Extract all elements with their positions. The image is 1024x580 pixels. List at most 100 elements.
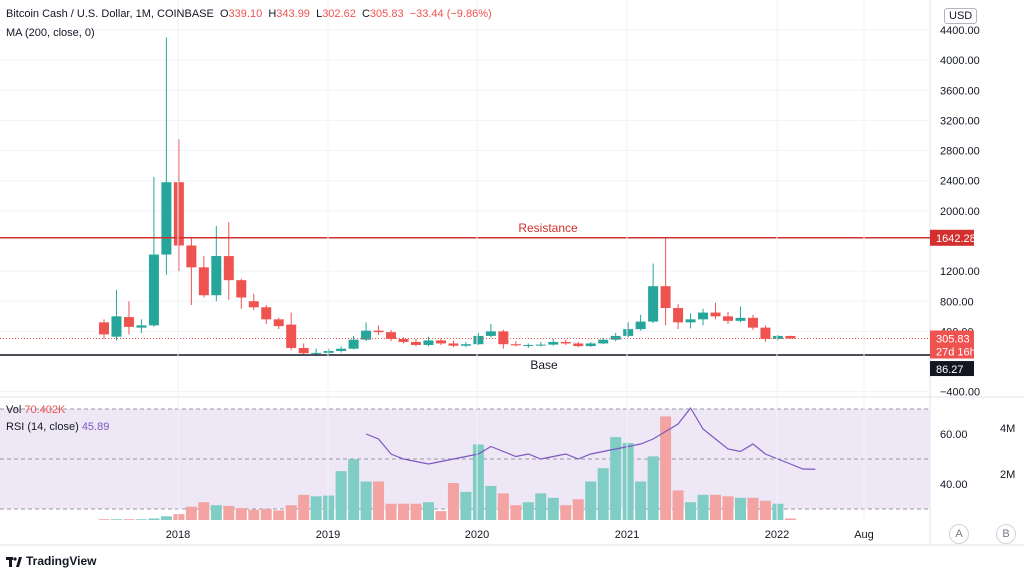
auto-scale-button[interactable]: A [949,524,969,544]
volume-bar [497,493,509,520]
volume-bar [248,509,260,520]
volume-bar [173,514,185,520]
price-axis-label: −400.00 [940,387,980,399]
rsi-line [365,406,816,470]
candle-body [785,335,796,339]
currency-button[interactable]: USD [944,8,978,24]
last-price-tag-bg [930,330,974,359]
candle-body [735,317,746,321]
volume-bar [210,505,222,520]
volume-bar [135,519,147,520]
volume-bar [572,499,584,520]
candle-body [635,321,646,330]
chart-header: Bitcoin Cash / U.S. Dollar, 1M, COINBASE… [6,8,492,20]
volume-bar [547,497,559,520]
volume-bar [647,456,659,520]
volume-bar [298,494,310,520]
candle-body [311,352,322,354]
candle-body [460,344,471,346]
price-axis-label: 1200.00 [940,266,980,278]
candle-body [560,341,571,344]
candle-body [223,256,234,281]
log-scale-button[interactable]: B [996,524,1016,544]
volume-bar [260,508,272,520]
volume-bar [772,503,784,520]
volume-bar [710,494,722,520]
tradingview-logo[interactable]: TradingView [6,554,96,568]
base-price-tag: 86.27 [936,364,964,376]
volume-bar [273,510,285,520]
candle-body [648,286,659,322]
volume-bar [385,503,397,520]
base-price-tag-bg [930,361,974,377]
volume-bar [148,518,160,520]
volume-bar [672,490,684,520]
volume-bar [235,508,247,520]
rsi-legend[interactable]: RSI (14, close) 45.89 [6,421,110,433]
volume-value: 70.402K [24,404,66,416]
volume-bar [535,493,547,520]
high-value: 343.99 [276,8,310,20]
candle-body [236,280,247,298]
volume-bar [123,519,135,520]
volume-bar [734,497,746,520]
volume-bar [373,481,385,520]
candle-body [336,348,347,351]
volume-bar [660,416,672,520]
last-price-tag: 27d 16h [936,346,976,358]
base-label: Base [530,358,558,372]
candle-body [510,344,521,346]
volume-bar [722,496,734,520]
candle-body [685,319,696,323]
rsi-value: 45.89 [81,421,110,433]
price-axis-label: 4000.00 [940,55,980,67]
volume-bar [335,471,347,520]
candle-body [585,343,596,347]
volume-bar [310,496,322,520]
close-value: 305.83 [369,8,404,20]
time-axis-label: 2019 [316,529,340,541]
candle-body [373,330,384,333]
volume-bar [610,437,622,520]
volume-bar [447,483,459,520]
volume-bar [360,481,372,520]
candle-body [723,316,733,321]
candle-body [610,335,621,340]
volume-bar [223,505,235,520]
change-value: −33.44 (−9.86%) [409,8,492,20]
time-axis-label: 2021 [615,529,639,541]
candle-body [123,317,134,327]
candle-body [348,339,359,349]
volume-bar [597,468,609,520]
volume-bar [323,495,335,520]
candle-body [573,343,584,347]
tradingview-label: TradingView [26,554,97,568]
candle-body [198,267,209,296]
candle-body [186,245,197,268]
candle-body [535,344,546,346]
candle-body [286,324,297,348]
candle-body [361,330,372,340]
low-value: 302.62 [322,8,356,20]
time-axis-label: Aug [854,529,874,541]
price-axis-label: 4400.00 [940,25,980,37]
open-value: 339.10 [228,8,263,20]
candle-body [398,338,409,342]
candle-body [710,312,721,317]
last-price-tag: 305.83 [936,333,970,345]
volume-bar [348,459,360,520]
price-axis-label: 800.00 [940,296,974,308]
volume-bar [747,497,759,520]
price-axis-label: 2800.00 [940,146,980,158]
ma-legend[interactable]: MA (200, close, 0) [6,27,95,39]
volume-bar [435,511,447,520]
candle-body [523,344,534,346]
candle-body [211,256,222,296]
candle-body [448,343,459,346]
volume-legend[interactable]: Vol 70.402K [6,404,66,416]
volume-axis-label: 2M [1000,469,1015,481]
volume-bar [485,485,497,520]
volume-bar [759,500,771,520]
volume-bar [398,503,410,520]
